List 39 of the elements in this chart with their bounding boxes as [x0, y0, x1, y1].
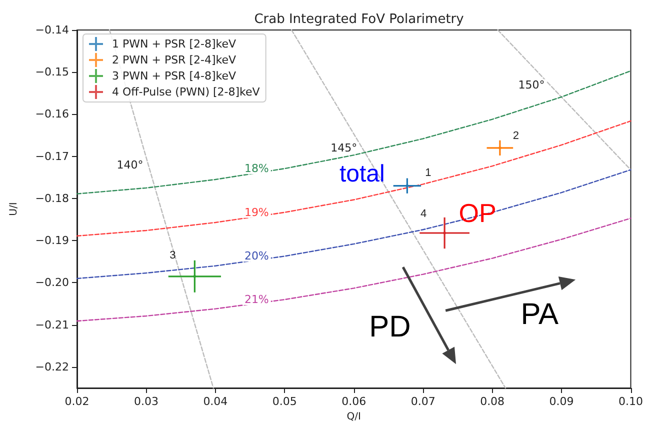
legend-label: 4 Off-Pulse (PWN) [2-8]keV — [112, 86, 260, 98]
y-tick-label: −0.19 — [35, 234, 69, 248]
y-tick-label: −0.22 — [35, 360, 69, 374]
annotation: PD — [369, 310, 411, 344]
y-axis-title: U/I — [8, 202, 20, 216]
x-axis-title: Q/I — [346, 412, 361, 422]
annotation: total — [339, 160, 385, 188]
chart-title: Crab Integrated FoV Polarimetry — [254, 12, 464, 27]
y-tick-label: −0.18 — [35, 192, 69, 205]
legend-label: 2 PWN + PSR [2-4]keV — [112, 54, 236, 66]
series-label: 150° — [518, 78, 545, 92]
legend-label: 3 PWN + PSR [4-8]keV — [112, 70, 236, 82]
annotation: 2 — [512, 130, 519, 142]
legend-label: 1 PWN + PSR [2-8]keV — [112, 38, 236, 50]
y-tick-label: −0.17 — [35, 150, 69, 163]
x-tick-label: 0.06 — [342, 395, 366, 408]
x-tick-label: 0.07 — [410, 395, 436, 408]
y-tick-label: −0.21 — [35, 318, 69, 332]
annotation: 4 — [420, 208, 427, 220]
annotation: 1 — [425, 166, 432, 179]
series-label: 21% — [244, 293, 269, 306]
x-tick-label: 0.08 — [480, 395, 505, 408]
series-label: 20% — [244, 250, 269, 263]
x-tick-label: 0.03 — [134, 395, 158, 408]
x-tick-label: 0.09 — [549, 395, 574, 408]
x-tick-label: 0.04 — [203, 395, 228, 408]
series-label: 18% — [244, 162, 269, 176]
y-tick-label: −0.15 — [35, 66, 69, 79]
series-label: 140° — [116, 158, 144, 172]
y-tick-label: −0.14 — [35, 24, 69, 36]
y-tick-label: −0.20 — [35, 276, 69, 290]
x-tick-label: 0.02 — [64, 395, 90, 408]
x-tick-label: 0.05 — [272, 395, 297, 408]
annotation: PA — [520, 298, 558, 332]
series-label: 145° — [330, 141, 358, 154]
series-label: 19% — [244, 206, 269, 219]
x-tick-label: 0.10 — [618, 395, 644, 408]
y-tick-label: −0.16 — [35, 108, 69, 121]
annotation: 3 — [170, 249, 176, 262]
